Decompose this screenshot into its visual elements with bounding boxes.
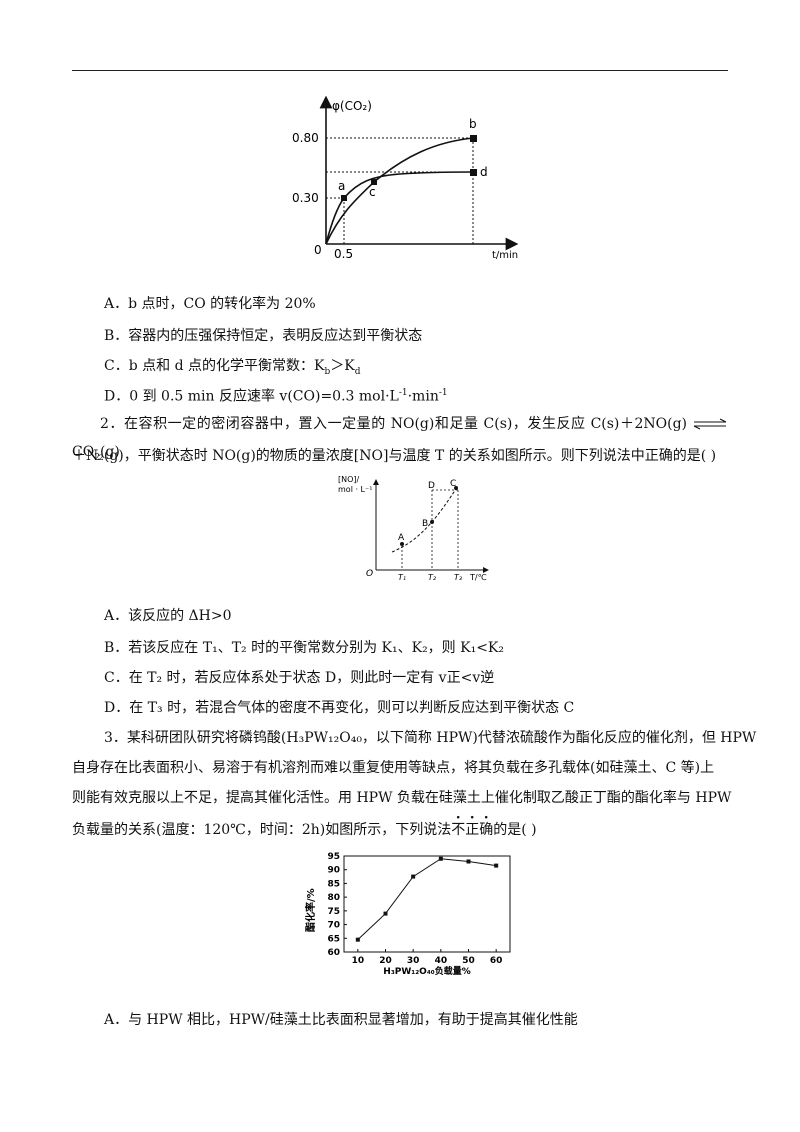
x-tick-label: 20	[379, 956, 392, 966]
data-point	[383, 911, 388, 916]
q2-stem-part3: (g)	[99, 444, 120, 460]
chart-frame	[343, 855, 511, 953]
q1-option-c: C．b 点和 d 点的化学平衡常数：Kb＞Kd	[104, 356, 360, 382]
fig2-y-label: [NO]/	[338, 475, 360, 484]
y-tick-label: 75	[327, 907, 340, 917]
sup: -1	[398, 388, 408, 398]
x-tick-label: 40	[435, 956, 448, 966]
y-tick-label: 65	[327, 934, 340, 944]
fig1-point-label: b	[469, 117, 477, 131]
fig1-point-label: c	[369, 185, 376, 199]
q3-stem-line4: 负载量的关系(温度：120℃，时间：2h)如图所示，下列说法不正确的是( )	[72, 820, 537, 840]
fig1-point-label: d	[480, 165, 488, 179]
q3-stem-line2: 自身存在比表面积小、易溶于有机溶剂而难以重复使用等缺点，将其负载在多孔载体(如硅…	[72, 760, 715, 776]
y-tick-label: 85	[327, 879, 340, 889]
q3-stem-line1: 3．某科研团队研究将磷钨酸(H₃PW₁₂O₄₀，以下简称 HPW)代替浓硫酸作为…	[104, 730, 757, 746]
fig2-point-label: D	[428, 481, 435, 491]
q3-option-a: A．与 HPW 相比，HPW/硅藻土比表面积显著增加，有助于提高其催化性能	[104, 1012, 578, 1028]
q2-option-b: B．若该反应在 T₁、T₂ 时的平衡常数分别为 K₁、K₂，则 K₁<K₂	[104, 640, 505, 656]
fig2-xtick: T₃	[454, 573, 462, 582]
fig1-xtick: 0.5	[334, 247, 353, 261]
figure-esterification-chart: 60 65 70 75 80 85 90 95 10 20 30 40 50 60 酯化率/% H₃PW₁…	[304, 852, 511, 977]
x-tick-label: 50	[462, 956, 475, 966]
q2-stem-line2: ＋N₂(g)，平衡状态时 NO(g)的物质的量浓度[NO]与温度 T 的关系如图…	[72, 448, 717, 464]
y-tick-label: 95	[327, 852, 340, 862]
sup: -1	[438, 388, 448, 398]
q3-stem-line4-a: 负载量的关系(温度：120℃，时间：2h)如图所示，下列说法	[72, 822, 452, 838]
header-rule	[72, 70, 728, 71]
fig1-ytick: 0.80	[292, 131, 319, 145]
q2-option-a: A．该反应的 ΔH>0	[104, 608, 232, 624]
fig2-point-label: B	[422, 519, 428, 529]
q1-option-c-text: C．b 点和 d 点的化学平衡常数：K	[104, 358, 325, 374]
y-tick-label: 60	[327, 948, 340, 958]
sub: 2	[94, 452, 100, 463]
figure-co2-fraction: φ(CO₂) t/min 0.80 0.30 0.5 0 a b c d	[292, 96, 519, 261]
equilibrium-arrow-icon	[693, 418, 727, 430]
sub: b	[324, 366, 331, 377]
x-tick-label: 60	[490, 956, 503, 966]
q1-option-a: A．b 点时，CO 的转化率为 20%	[104, 296, 316, 312]
emphasis-char: 正	[465, 822, 479, 838]
chart-xlabel: H₃PW₁₂O₄₀负载量%	[383, 965, 470, 977]
q1-option-d: D．0 到 0.5 min 反应速率 v(CO)=0.3 mol·L-1·min…	[104, 383, 448, 407]
x-tick-label: 30	[407, 956, 420, 966]
fig1-point-label: a	[338, 179, 345, 193]
emphasis-char: 不	[451, 822, 465, 838]
sub: d	[354, 366, 361, 377]
esterification-line	[357, 858, 497, 941]
q2-stem-part2: CO	[72, 444, 95, 460]
fig2-xtick: T₁	[398, 573, 406, 582]
q3-stem-line3: 则能有效克服以上不足，提高其催化活性。用 HPW 负载在硅藻土上催化制取乙酸正丁…	[72, 790, 732, 806]
fig1-ytick: 0.30	[292, 191, 319, 205]
q1-option-d-text: D．0 到 0.5 min 反应速率 v(CO)=0.3 mol·L	[104, 388, 399, 405]
chart-ylabel: 酯化率/%	[304, 888, 317, 932]
fig2-point-label: C	[450, 479, 456, 489]
fig2-x-label: T/℃	[469, 573, 487, 582]
q2-stem-part1: 2．在容积一定的密闭容器中，置入一定量的 NO(g)和足量 C(s)，发生反应 …	[100, 416, 688, 432]
q2-option-d: D．在 T₃ 时，若混合气体的密度不再变化，则可以判断反应达到平衡状态 C	[104, 700, 575, 716]
q3-stem-line4-b: 的是( )	[493, 822, 537, 838]
fig1-y-label: φ(CO₂)	[332, 99, 372, 113]
fig1-x-label: t/min	[492, 250, 518, 261]
data-point	[411, 874, 416, 879]
q1-option-d-mid: ·min	[407, 388, 439, 405]
figure-no-concentration: [NO]/ mol · L⁻¹ T/℃ O T₁ T₂ T₃ A B C D	[338, 475, 489, 582]
y-tick-label: 90	[327, 866, 340, 876]
fig2-point-label: A	[398, 533, 405, 543]
fig2-xtick: T₂	[428, 573, 437, 582]
x-tick-label: 10	[352, 956, 365, 966]
data-point	[494, 863, 499, 868]
q2-option-c: C．在 T₂ 时，若反应体系处于状态 D，则此时一定有 v正<v逆	[104, 670, 495, 686]
fig2-origin: O	[366, 569, 373, 579]
q2-stem: 2．在容积一定的密闭容器中，置入一定量的 NO(g)和足量 C(s)，发生反应 …	[72, 410, 728, 472]
emphasis-char: 确	[479, 822, 493, 838]
data-point	[438, 856, 443, 861]
data-point	[355, 937, 360, 942]
y-tick-label: 80	[327, 893, 340, 903]
data-point	[466, 859, 471, 864]
y-tick-label: 70	[327, 921, 340, 931]
q1-option-c-gt: ＞K	[330, 358, 355, 374]
q1-option-b: B．容器内的压强保持恒定，表明反应达到平衡状态	[104, 328, 423, 344]
fig2-y-label: mol · L⁻¹	[338, 485, 372, 494]
fig1-origin: 0	[314, 243, 322, 257]
